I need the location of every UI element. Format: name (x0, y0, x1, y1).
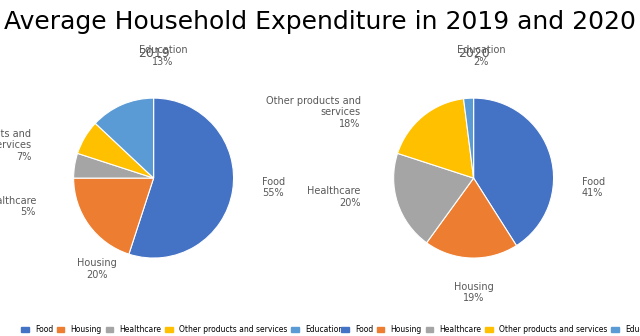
Text: Other products and
services
7%: Other products and services 7% (0, 129, 31, 162)
Text: Healthcare
5%: Healthcare 5% (0, 196, 36, 217)
Title: 2019: 2019 (138, 47, 170, 60)
Text: Average Household Expenditure in 2019 and 2020: Average Household Expenditure in 2019 an… (4, 10, 636, 34)
Wedge shape (95, 98, 154, 178)
Title: 2020: 2020 (458, 47, 490, 60)
Wedge shape (427, 178, 516, 258)
Wedge shape (474, 98, 554, 246)
Wedge shape (397, 99, 474, 178)
Wedge shape (129, 98, 234, 258)
Wedge shape (74, 178, 154, 254)
Wedge shape (74, 153, 154, 178)
Wedge shape (463, 98, 474, 178)
Legend: Food, Housing, Healthcare, Other products and services, Education: Food, Housing, Healthcare, Other product… (21, 325, 343, 334)
Text: Housing
20%: Housing 20% (77, 258, 117, 280)
Text: Housing
19%: Housing 19% (454, 282, 493, 303)
Legend: Food, Housing, Healthcare, Other products and services, Education: Food, Housing, Healthcare, Other product… (341, 325, 640, 334)
Wedge shape (77, 123, 154, 178)
Text: Education
13%: Education 13% (139, 45, 188, 67)
Text: Healthcare
20%: Healthcare 20% (307, 186, 361, 208)
Text: Food
41%: Food 41% (582, 177, 605, 198)
Wedge shape (394, 153, 474, 243)
Text: Food
55%: Food 55% (262, 177, 285, 198)
Text: Education
2%: Education 2% (457, 45, 506, 67)
Text: Other products and
services
18%: Other products and services 18% (266, 96, 361, 129)
